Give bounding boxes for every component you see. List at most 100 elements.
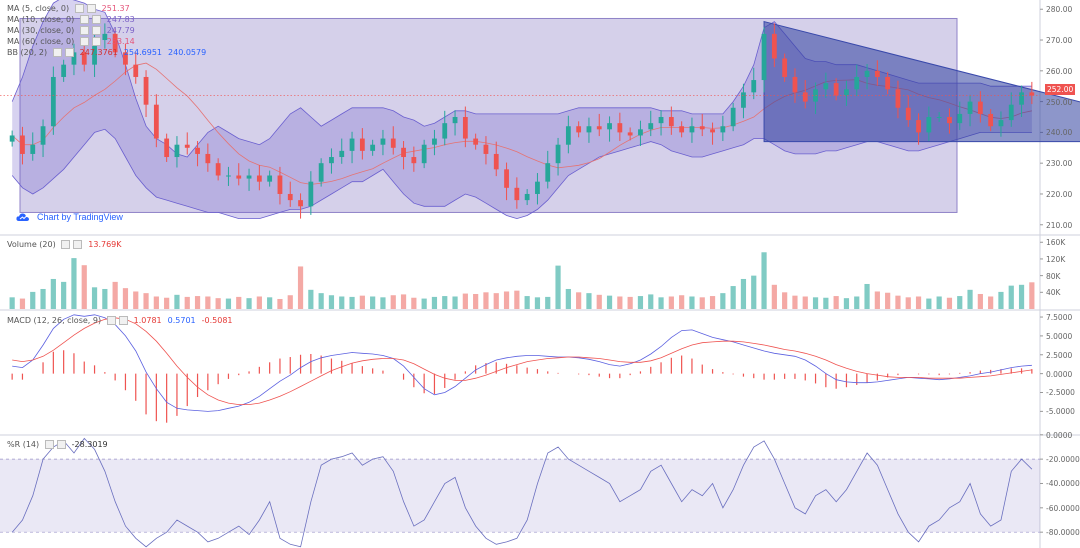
signal-line xyxy=(12,317,1032,405)
candle-body xyxy=(916,120,921,133)
legend-volume[interactable]: Volume (20) 13.769K xyxy=(7,240,122,249)
candle-body xyxy=(699,126,705,130)
volume-bar xyxy=(915,296,922,309)
axis-tick-label: -40.0000 xyxy=(1046,479,1080,489)
candle-body xyxy=(81,52,87,65)
candle-body xyxy=(1008,104,1014,121)
volume-bar xyxy=(565,288,571,309)
candle-body xyxy=(174,144,180,158)
volume-bar xyxy=(936,296,942,309)
legend-ma30[interactable]: MA (30, close, 0) 247.79 xyxy=(7,26,135,35)
candle-body xyxy=(524,193,530,201)
volume-bar xyxy=(689,296,695,309)
candle-body xyxy=(226,175,231,177)
volume-bar xyxy=(606,295,613,309)
volume-bar xyxy=(112,281,118,309)
volume-bar xyxy=(308,289,314,309)
last-price-tag: 252.00 xyxy=(1045,84,1076,95)
candle-body xyxy=(411,157,417,164)
volume-bar xyxy=(122,288,129,309)
volume-bar xyxy=(339,296,345,309)
williams-r-line xyxy=(11,437,1033,548)
volume-bar xyxy=(1008,285,1014,309)
volume-bar xyxy=(555,265,561,309)
candle-body xyxy=(710,129,715,133)
settings-icon[interactable] xyxy=(44,440,54,449)
close-icon[interactable] xyxy=(91,37,101,46)
candle-body xyxy=(844,89,849,96)
close-icon[interactable] xyxy=(91,26,101,35)
candle-body xyxy=(205,153,211,164)
volume-bar xyxy=(50,278,56,309)
candle-body xyxy=(329,157,334,164)
legend-ma60[interactable]: MA (60, close, 0) 253.14 xyxy=(7,37,135,46)
close-icon[interactable] xyxy=(64,48,74,57)
candle-body xyxy=(905,107,911,121)
settings-icon[interactable] xyxy=(106,316,116,325)
axis-tick-label: -60.0000 xyxy=(1046,503,1080,513)
candle-body xyxy=(617,123,623,133)
tradingview-watermark[interactable]: Chart by TradingView xyxy=(16,212,123,222)
settings-icon[interactable] xyxy=(74,4,84,13)
volume-bar xyxy=(854,296,860,309)
volume-bar xyxy=(246,298,252,309)
axis-tick-label: 280.00 xyxy=(1046,5,1073,15)
legend-wr[interactable]: %R (14) -28.3019 xyxy=(7,440,108,449)
volume-bar xyxy=(967,289,973,309)
candle-body xyxy=(782,58,788,77)
volume-bar xyxy=(905,297,911,309)
candle-body xyxy=(638,129,643,136)
axis-tick-label: 160K xyxy=(1046,238,1066,248)
settings-icon[interactable] xyxy=(61,240,71,249)
candle-body xyxy=(926,117,932,133)
volume-bar xyxy=(359,295,365,309)
candle-body xyxy=(71,52,77,65)
candle-body xyxy=(483,144,489,154)
macd-line xyxy=(12,314,1032,412)
candle-body xyxy=(988,113,994,127)
volume-bar xyxy=(153,296,159,309)
volume-bar xyxy=(864,283,870,309)
volume-bar xyxy=(390,295,396,309)
legend-ma5[interactable]: MA (5, close, 0) 251.37 xyxy=(7,4,130,13)
close-icon[interactable] xyxy=(118,316,128,325)
candle-body xyxy=(92,40,97,65)
volume-bar xyxy=(19,298,26,309)
candle-body xyxy=(493,153,499,170)
volume-bar xyxy=(483,292,489,309)
candle-body xyxy=(1029,92,1035,96)
candle-body xyxy=(277,175,283,194)
candle-body xyxy=(102,33,108,41)
volume-bar xyxy=(843,298,850,309)
settings-icon[interactable] xyxy=(52,48,62,57)
volume-bar xyxy=(833,296,839,309)
legend-bb[interactable]: BB (20, 2) 247.3761 254.6951 240.0579 xyxy=(7,48,207,57)
volume-bar xyxy=(493,293,499,309)
candle-body xyxy=(401,147,406,158)
candle-body xyxy=(586,126,592,133)
close-icon[interactable] xyxy=(91,15,101,24)
candle-body xyxy=(236,175,242,179)
volume-bar xyxy=(328,295,335,309)
volume-bar xyxy=(473,293,479,309)
axis-tick-label: 2.5000 xyxy=(1046,350,1073,360)
candle-body xyxy=(370,144,376,151)
settings-icon[interactable] xyxy=(79,26,89,35)
close-icon[interactable] xyxy=(86,4,96,13)
volume-bar xyxy=(9,297,15,309)
settings-icon[interactable] xyxy=(79,15,89,24)
volume-bar xyxy=(133,291,139,309)
axis-tick-label: 240.00 xyxy=(1046,128,1073,138)
candle-body xyxy=(977,101,983,114)
close-icon[interactable] xyxy=(56,440,66,449)
candle-body xyxy=(359,138,365,151)
volume-bar xyxy=(709,296,716,309)
settings-icon[interactable] xyxy=(79,37,89,46)
volume-bar xyxy=(524,296,530,309)
axis-tick-label: -20.0000 xyxy=(1046,455,1080,465)
close-icon[interactable] xyxy=(73,240,83,249)
legend-ma10[interactable]: MA (10, close, 0) 247.83 xyxy=(7,15,135,24)
volume-bar xyxy=(534,297,541,309)
volume-bar xyxy=(957,296,963,309)
legend-macd[interactable]: MACD (12, 26, close, 9) 1.0781 0.5701 -0.5… xyxy=(7,316,233,325)
